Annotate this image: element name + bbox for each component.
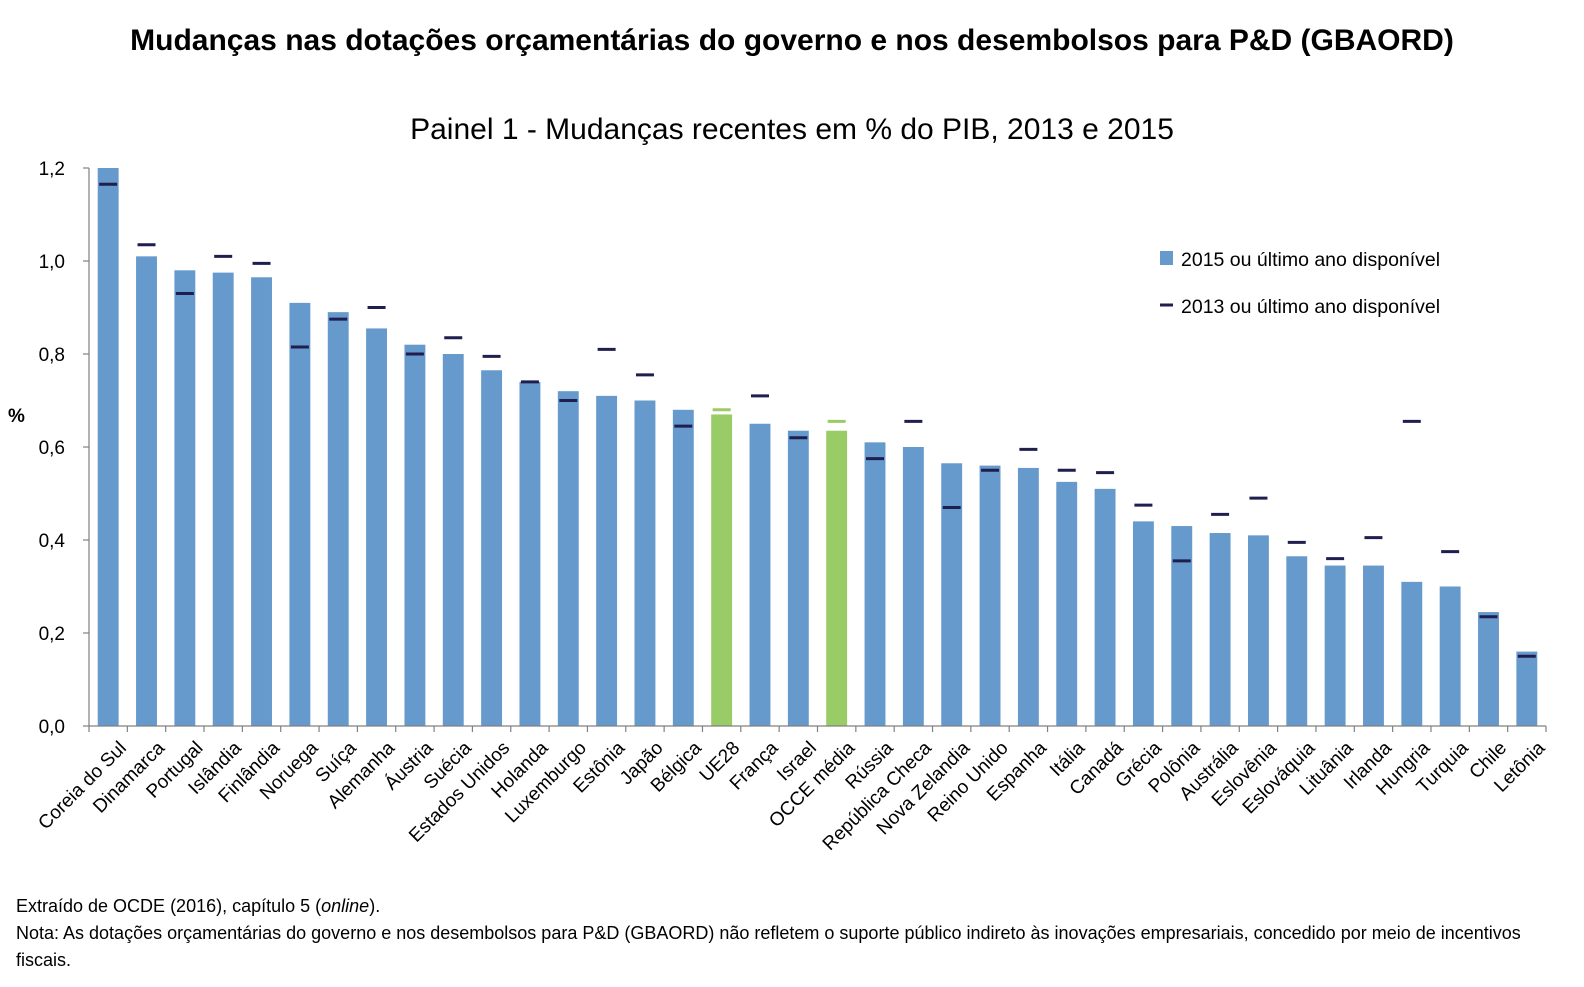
bar [1017,467,1039,726]
bar [519,381,541,726]
footer: Extraído de OCDE (2016), capítulo 5 (onl… [16,893,1566,974]
bar [1478,612,1499,726]
bar [634,400,656,726]
y-tick-label: 0,4 [39,531,66,552]
legend: 2015 ou último ano disponível 2013 ou últ… [1160,249,1440,318]
bars-group [97,168,1538,726]
bar [327,312,349,726]
y-tick-label: 0,6 [39,438,65,459]
bar [864,442,886,726]
legend-swatch-bar [1160,251,1173,265]
source-text: Extraído de OCDE (2016), capítulo 5 (onl… [16,893,1566,920]
bar [1324,565,1346,726]
bar [672,409,694,726]
bar [749,423,771,726]
bar [826,430,848,726]
bar-chart: 0,0 0,2 0,4 0,6 0,8 1,0 1,2% Coreia do SulDina… [8,159,1550,855]
bar [979,465,1001,726]
bar [557,391,579,726]
bar [1363,565,1384,726]
bar [902,447,924,726]
bar [1439,586,1461,726]
bar [481,370,503,726]
chart-title-text: Mudanças nas dotações orçamentárias do g… [130,24,1454,57]
bar [442,354,464,726]
bar [97,168,119,726]
chart-subtitle: Painel 1 - Mudanças recentes em % do PIB… [410,113,1174,146]
bar [711,414,733,726]
source-italic: online [321,896,370,916]
legend-label-2013: 2013 ou último ano disponível [1181,296,1440,318]
y-tick-label: 0,2 [39,624,65,645]
y-axis: 0,0 0,2 0,4 0,6 0,8 1,0 1,2% [8,159,90,738]
x-axis: Coreia do SulDinamarcaPortugalIslândiaFi… [35,725,1550,855]
bar [366,328,388,726]
bar [174,270,196,726]
note-text: Nota: As dotações orçamentárias do gover… [16,923,1521,970]
bar [212,272,234,726]
y-axis-label: % [8,406,25,427]
bar [596,395,618,726]
bar [136,256,157,726]
y-tick-label: 0,8 [39,345,65,366]
markers-group [99,182,1536,658]
y-tick-label: 1,0 [39,252,65,273]
bar [404,344,426,726]
bar [251,277,272,726]
bar [1132,521,1154,726]
legend-label-2015: 2015 ou último ano disponível [1181,249,1440,271]
bar [941,463,963,726]
y-tick-label: 0,0 [39,717,65,738]
bar [1209,533,1231,726]
bar [1401,581,1423,726]
bar [1516,651,1538,726]
bar [1247,535,1269,726]
source-prefix: Extraído de OCDE (2016), capítulo 5 ( [16,896,322,916]
bar [1171,526,1193,726]
y-tick-label: 1,2 [39,159,65,180]
bar [289,302,311,726]
bar [1286,556,1308,726]
bar [1094,488,1116,726]
source-suffix: ). [369,896,381,916]
bar [1056,481,1078,726]
bar [787,430,809,726]
chart-title: Mudanças nas dotações orçamentárias do g… [0,20,1584,62]
